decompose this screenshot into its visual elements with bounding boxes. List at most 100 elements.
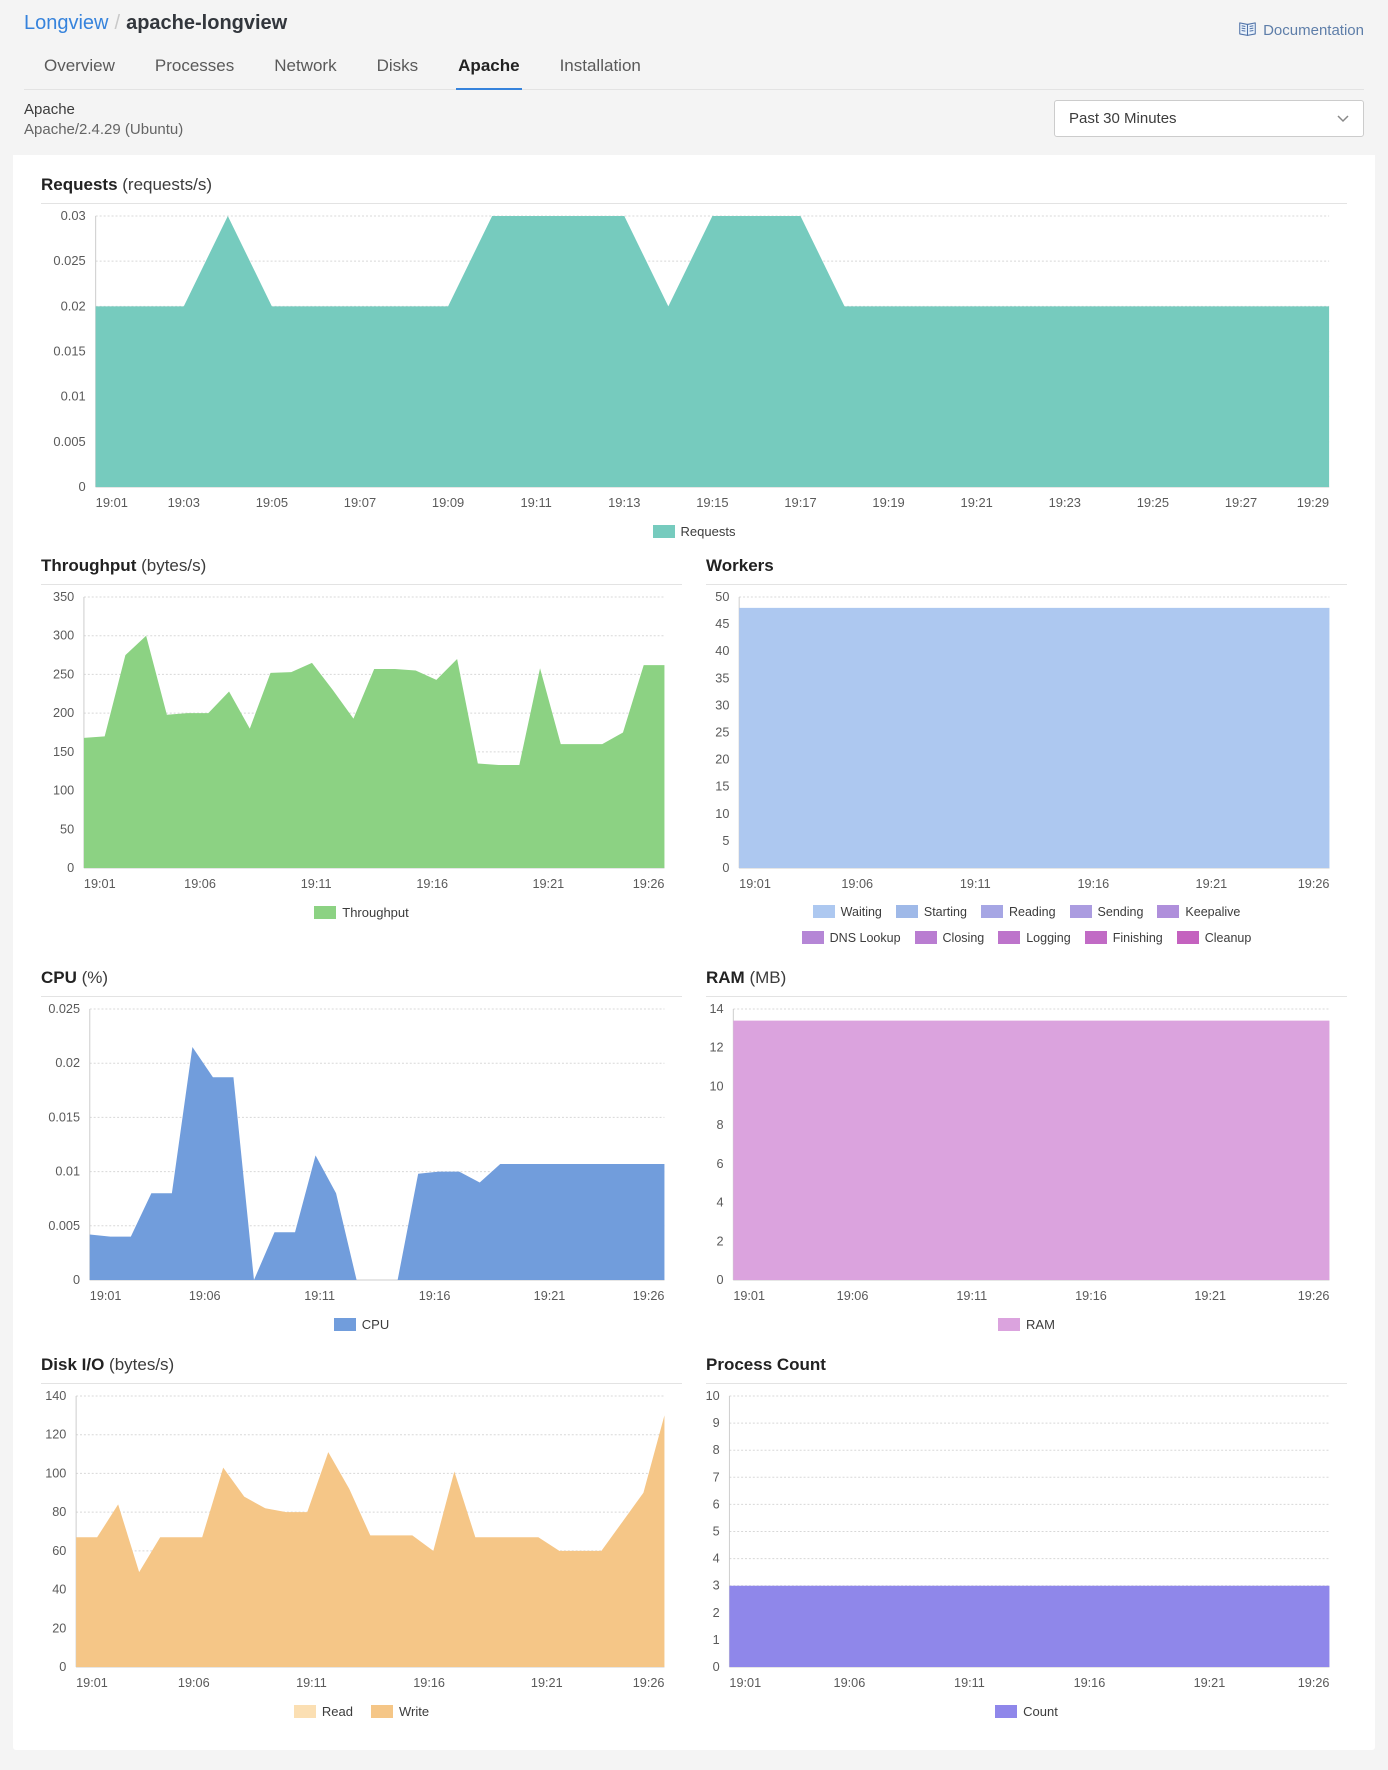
svg-text:10: 10 <box>709 1078 723 1093</box>
svg-text:19:01: 19:01 <box>84 875 116 890</box>
svg-text:19:09: 19:09 <box>432 494 464 509</box>
svg-text:19:01: 19:01 <box>76 1674 108 1689</box>
svg-text:19:06: 19:06 <box>178 1674 210 1689</box>
svg-text:4: 4 <box>717 1194 724 1209</box>
svg-text:60: 60 <box>52 1542 66 1557</box>
svg-text:19:15: 19:15 <box>696 494 728 509</box>
svg-text:40: 40 <box>52 1581 66 1596</box>
svg-text:19:21: 19:21 <box>1194 1674 1226 1689</box>
svg-text:50: 50 <box>60 821 74 836</box>
svg-text:19:13: 19:13 <box>608 494 640 509</box>
svg-text:19:16: 19:16 <box>419 1287 451 1302</box>
svg-text:19:21: 19:21 <box>1196 875 1228 890</box>
svg-text:0: 0 <box>717 1271 724 1286</box>
svg-text:19:06: 19:06 <box>837 1287 869 1302</box>
svg-text:19:19: 19:19 <box>872 494 904 509</box>
svg-text:0.02: 0.02 <box>55 1055 80 1070</box>
svg-text:19:21: 19:21 <box>534 1287 566 1302</box>
svg-text:19:11: 19:11 <box>304 1287 335 1302</box>
svg-text:200: 200 <box>53 704 74 719</box>
svg-text:300: 300 <box>53 627 74 642</box>
svg-text:30: 30 <box>715 697 729 712</box>
svg-text:19:23: 19:23 <box>1049 494 1081 509</box>
svg-text:8: 8 <box>713 1442 720 1457</box>
svg-text:10: 10 <box>706 1388 720 1403</box>
svg-text:19:11: 19:11 <box>956 1287 987 1302</box>
svg-text:100: 100 <box>45 1465 66 1480</box>
svg-text:19:07: 19:07 <box>344 494 376 509</box>
svg-text:5: 5 <box>722 832 729 847</box>
svg-text:0: 0 <box>722 859 729 874</box>
svg-text:19:25: 19:25 <box>1137 494 1169 509</box>
svg-text:19:06: 19:06 <box>834 1674 866 1689</box>
svg-text:20: 20 <box>52 1620 66 1635</box>
svg-text:0.01: 0.01 <box>55 1163 80 1178</box>
svg-text:120: 120 <box>45 1426 66 1441</box>
svg-text:19:03: 19:03 <box>168 494 200 509</box>
svg-text:19:26: 19:26 <box>1298 1287 1330 1302</box>
svg-text:19:26: 19:26 <box>633 875 665 890</box>
svg-text:40: 40 <box>715 643 729 658</box>
svg-text:19:11: 19:11 <box>301 875 332 890</box>
svg-text:19:29: 19:29 <box>1297 494 1329 509</box>
svg-text:1: 1 <box>713 1631 720 1646</box>
svg-text:0: 0 <box>713 1658 720 1673</box>
svg-text:19:26: 19:26 <box>633 1287 665 1302</box>
svg-text:19:01: 19:01 <box>729 1674 761 1689</box>
svg-text:0.005: 0.005 <box>53 433 85 448</box>
svg-text:19:16: 19:16 <box>416 875 448 890</box>
svg-text:19:11: 19:11 <box>521 494 552 509</box>
svg-text:19:05: 19:05 <box>256 494 288 509</box>
svg-text:8: 8 <box>717 1116 724 1131</box>
svg-text:19:21: 19:21 <box>532 875 564 890</box>
svg-text:19:16: 19:16 <box>1075 1287 1107 1302</box>
svg-text:0: 0 <box>59 1658 66 1673</box>
svg-text:19:26: 19:26 <box>1298 1674 1330 1689</box>
svg-text:0.025: 0.025 <box>53 253 85 268</box>
svg-text:14: 14 <box>709 1001 723 1016</box>
svg-text:7: 7 <box>713 1469 720 1484</box>
svg-text:10: 10 <box>715 805 729 820</box>
svg-text:25: 25 <box>715 724 729 739</box>
svg-text:0.03: 0.03 <box>61 208 86 223</box>
svg-text:19:06: 19:06 <box>189 1287 221 1302</box>
svg-text:19:11: 19:11 <box>960 875 991 890</box>
svg-text:0: 0 <box>73 1271 80 1286</box>
svg-text:19:16: 19:16 <box>1077 875 1109 890</box>
svg-text:50: 50 <box>715 589 729 604</box>
svg-text:19:21: 19:21 <box>1194 1287 1226 1302</box>
svg-text:19:27: 19:27 <box>1225 494 1257 509</box>
svg-text:5: 5 <box>713 1523 720 1538</box>
svg-text:19:06: 19:06 <box>184 875 216 890</box>
svg-text:0.005: 0.005 <box>48 1217 80 1232</box>
svg-text:19:16: 19:16 <box>1074 1674 1106 1689</box>
svg-text:2: 2 <box>717 1233 724 1248</box>
svg-text:0: 0 <box>67 859 74 874</box>
svg-text:45: 45 <box>715 615 729 630</box>
svg-text:2: 2 <box>713 1604 720 1619</box>
svg-text:140: 140 <box>45 1388 66 1403</box>
svg-text:19:11: 19:11 <box>954 1674 985 1689</box>
svg-text:150: 150 <box>53 743 74 758</box>
svg-text:0.025: 0.025 <box>48 1001 80 1016</box>
svg-text:15: 15 <box>715 778 729 793</box>
svg-text:19:17: 19:17 <box>784 494 816 509</box>
svg-text:4: 4 <box>713 1550 720 1565</box>
svg-text:19:21: 19:21 <box>961 494 993 509</box>
svg-text:350: 350 <box>53 589 74 604</box>
svg-text:20: 20 <box>715 751 729 766</box>
svg-text:35: 35 <box>715 670 729 685</box>
svg-text:19:01: 19:01 <box>96 494 128 509</box>
svg-text:0.015: 0.015 <box>53 343 85 358</box>
svg-text:0.01: 0.01 <box>61 388 86 403</box>
svg-text:6: 6 <box>717 1155 724 1170</box>
svg-text:19:26: 19:26 <box>633 1674 665 1689</box>
svg-text:0: 0 <box>79 478 86 493</box>
svg-text:19:21: 19:21 <box>531 1674 563 1689</box>
svg-text:6: 6 <box>713 1496 720 1511</box>
svg-text:19:26: 19:26 <box>1298 875 1330 890</box>
svg-text:19:16: 19:16 <box>413 1674 445 1689</box>
svg-text:19:01: 19:01 <box>90 1287 122 1302</box>
svg-text:19:01: 19:01 <box>739 875 771 890</box>
svg-text:9: 9 <box>713 1414 720 1429</box>
